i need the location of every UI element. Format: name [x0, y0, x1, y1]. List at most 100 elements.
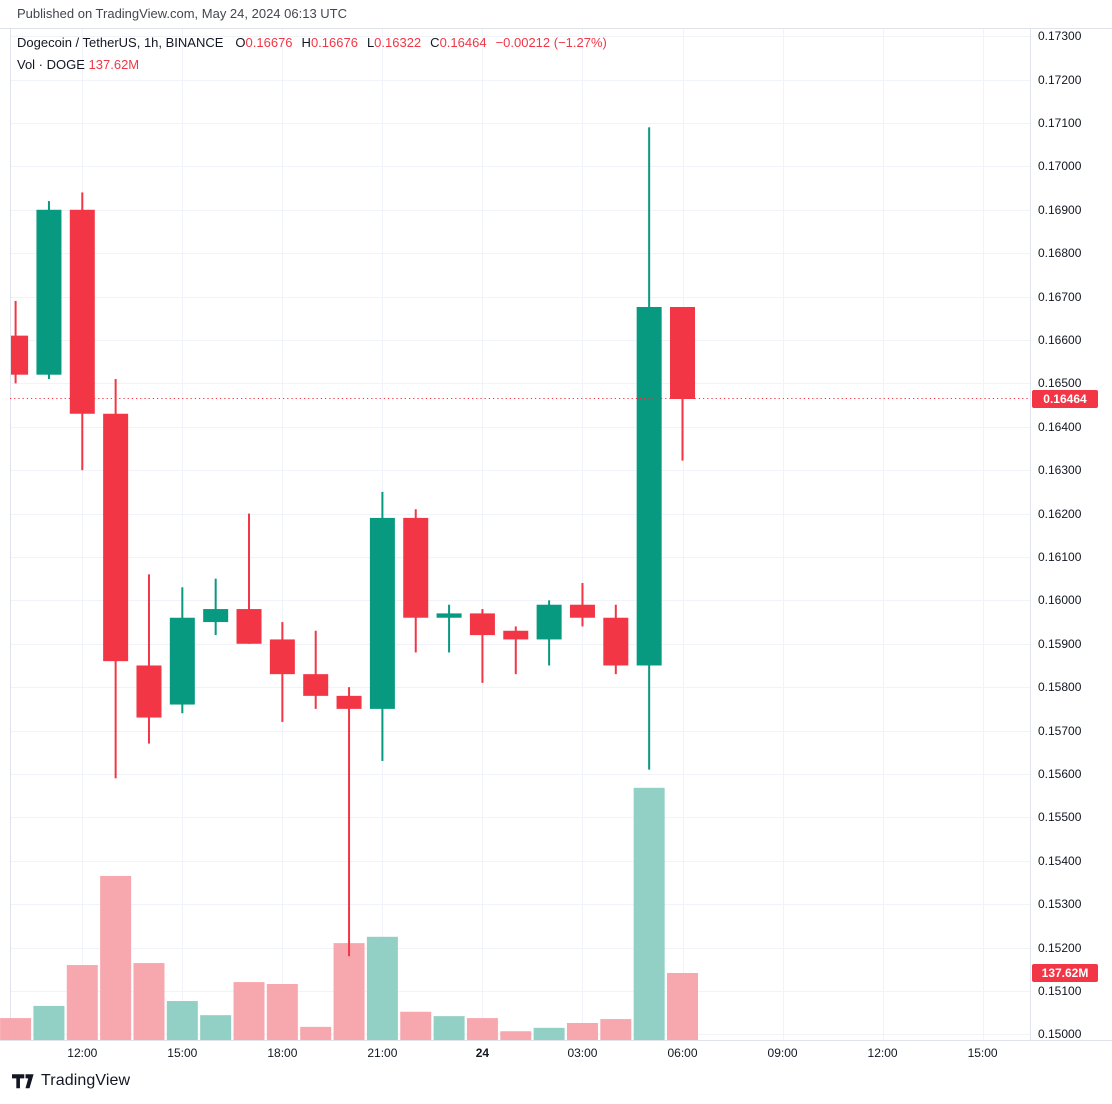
candle-body: [670, 306, 695, 399]
candle-wick: [514, 626, 517, 675]
change-value: −0.00212 (−1.27%): [495, 35, 607, 50]
ohlc-close: C0.16464: [430, 35, 486, 50]
open-value: 0.16676: [245, 35, 293, 50]
price-axis-label: 0.15800: [1038, 680, 1082, 695]
symbol-title: Dogecoin / TetherUS, 1h, BINANCE: [17, 35, 224, 50]
candle-body: [36, 209, 62, 375]
volume-bar: [266, 984, 298, 1040]
price-axis-label: 0.15100: [1038, 983, 1082, 998]
candle-body: [11, 335, 29, 375]
time-axis-label: 06:00: [667, 1046, 698, 1060]
volume-bar: [66, 965, 98, 1040]
volume-bar: [0, 1018, 32, 1040]
candle-body: [603, 617, 629, 666]
low-value: 0.16322: [374, 35, 422, 50]
volume-bar: [233, 982, 265, 1040]
price-axis-label: 0.15600: [1038, 766, 1082, 781]
time-axis-label: 18:00: [267, 1046, 298, 1060]
price-axis-label: 0.15400: [1038, 853, 1082, 868]
volume-bar: [200, 1015, 232, 1040]
price-axis-label: 0.16000: [1038, 593, 1082, 608]
high-value: 0.16676: [310, 35, 358, 50]
price-axis-label: 0.17300: [1038, 29, 1082, 44]
price-axis-label: 0.16800: [1038, 246, 1082, 261]
candle-body: [469, 613, 495, 636]
candle-body: [69, 209, 95, 414]
tradingview-logo[interactable]: TradingView: [12, 1072, 130, 1090]
ohlc-high: H0.16676: [302, 35, 358, 50]
time-axis-label: 09:00: [767, 1046, 798, 1060]
high-label: H: [301, 35, 311, 50]
price-axis-label: 0.17000: [1038, 159, 1082, 174]
ohlc-low: L0.16322: [367, 35, 421, 50]
tradingview-logo-text: TradingView: [41, 1072, 131, 1089]
price-axis-label: 0.17100: [1038, 115, 1082, 130]
volume-value: 137.62M: [88, 57, 140, 72]
legend-symbol-row: Dogecoin / TetherUS, 1h, BINANCE O0.16676…: [17, 36, 607, 50]
volume-bar: [600, 1019, 632, 1040]
candle-body: [503, 630, 529, 640]
price-axis-label: 0.16700: [1038, 289, 1082, 304]
candle-body: [136, 665, 162, 718]
price-axis-label: 0.15300: [1038, 897, 1082, 912]
volume-label: Vol · DOGE: [17, 57, 85, 72]
time-axis-label: 12:00: [867, 1046, 898, 1060]
candle-body: [403, 517, 429, 618]
chart-legend: Dogecoin / TetherUS, 1h, BINANCE O0.16676…: [17, 36, 607, 72]
legend-volume-row: Vol · DOGE 137.62M: [17, 58, 607, 72]
candle-wick: [448, 604, 451, 653]
price-axis-label: 0.15200: [1038, 940, 1082, 955]
low-label: L: [366, 35, 375, 50]
volume-bar: [133, 963, 165, 1040]
candle-body: [636, 306, 662, 666]
price-axis-label: 0.15000: [1038, 1027, 1082, 1042]
candle-wick: [147, 574, 150, 744]
price-axis[interactable]: [1030, 28, 1112, 1040]
price-axis-label: 0.16600: [1038, 332, 1082, 347]
volume-bar: [500, 1031, 532, 1040]
published-text: Published on TradingView.com, May 24, 20…: [17, 6, 348, 21]
price-axis-label: 0.15500: [1038, 810, 1082, 825]
volume-bar: [366, 936, 398, 1040]
volume-bar: [33, 1005, 65, 1040]
time-axis-label: 15:00: [967, 1046, 998, 1060]
price-axis-label: 0.16900: [1038, 202, 1082, 217]
volume-bar: [166, 1001, 198, 1040]
volume-bar: [633, 787, 665, 1040]
price-axis-label: 0.16500: [1038, 376, 1082, 391]
candle-body: [436, 613, 462, 618]
published-bar: Published on TradingView.com, May 24, 20…: [0, 0, 1112, 28]
candle-body: [336, 695, 362, 709]
time-axis-label: 15:00: [167, 1046, 198, 1060]
time-axis-label: 12:00: [67, 1046, 98, 1060]
time-axis-label: 03:00: [567, 1046, 598, 1060]
close-value: 0.16464: [439, 35, 487, 50]
candle-body: [236, 609, 262, 644]
candle-wick: [248, 513, 251, 644]
candle-body: [536, 604, 562, 640]
candle-body: [369, 517, 395, 709]
close-label: C: [430, 35, 440, 50]
candle-body: [269, 639, 295, 675]
price-axis-label: 0.15900: [1038, 636, 1082, 651]
candle-wick: [481, 609, 484, 683]
candle-body: [169, 617, 195, 705]
candle-body: [203, 609, 229, 623]
volume-bar: [100, 875, 132, 1040]
last-volume-badge: 137.62M: [1032, 964, 1098, 982]
volume-bar: [667, 973, 698, 1040]
time-axis-label: 21:00: [367, 1046, 398, 1060]
candle-body: [303, 674, 329, 696]
volume-bar: [400, 1011, 432, 1040]
volume-bar: [300, 1026, 332, 1040]
ohlc-open: O0.16676: [235, 35, 292, 50]
price-axis-label: 0.17200: [1038, 72, 1082, 87]
volume-bar: [466, 1018, 498, 1040]
price-axis-label: 0.16400: [1038, 419, 1082, 434]
volume-bar: [433, 1016, 465, 1040]
candle-wick: [314, 630, 317, 709]
volume-bar: [566, 1022, 598, 1040]
volume-bar: [333, 943, 365, 1040]
candle-body: [569, 604, 595, 618]
